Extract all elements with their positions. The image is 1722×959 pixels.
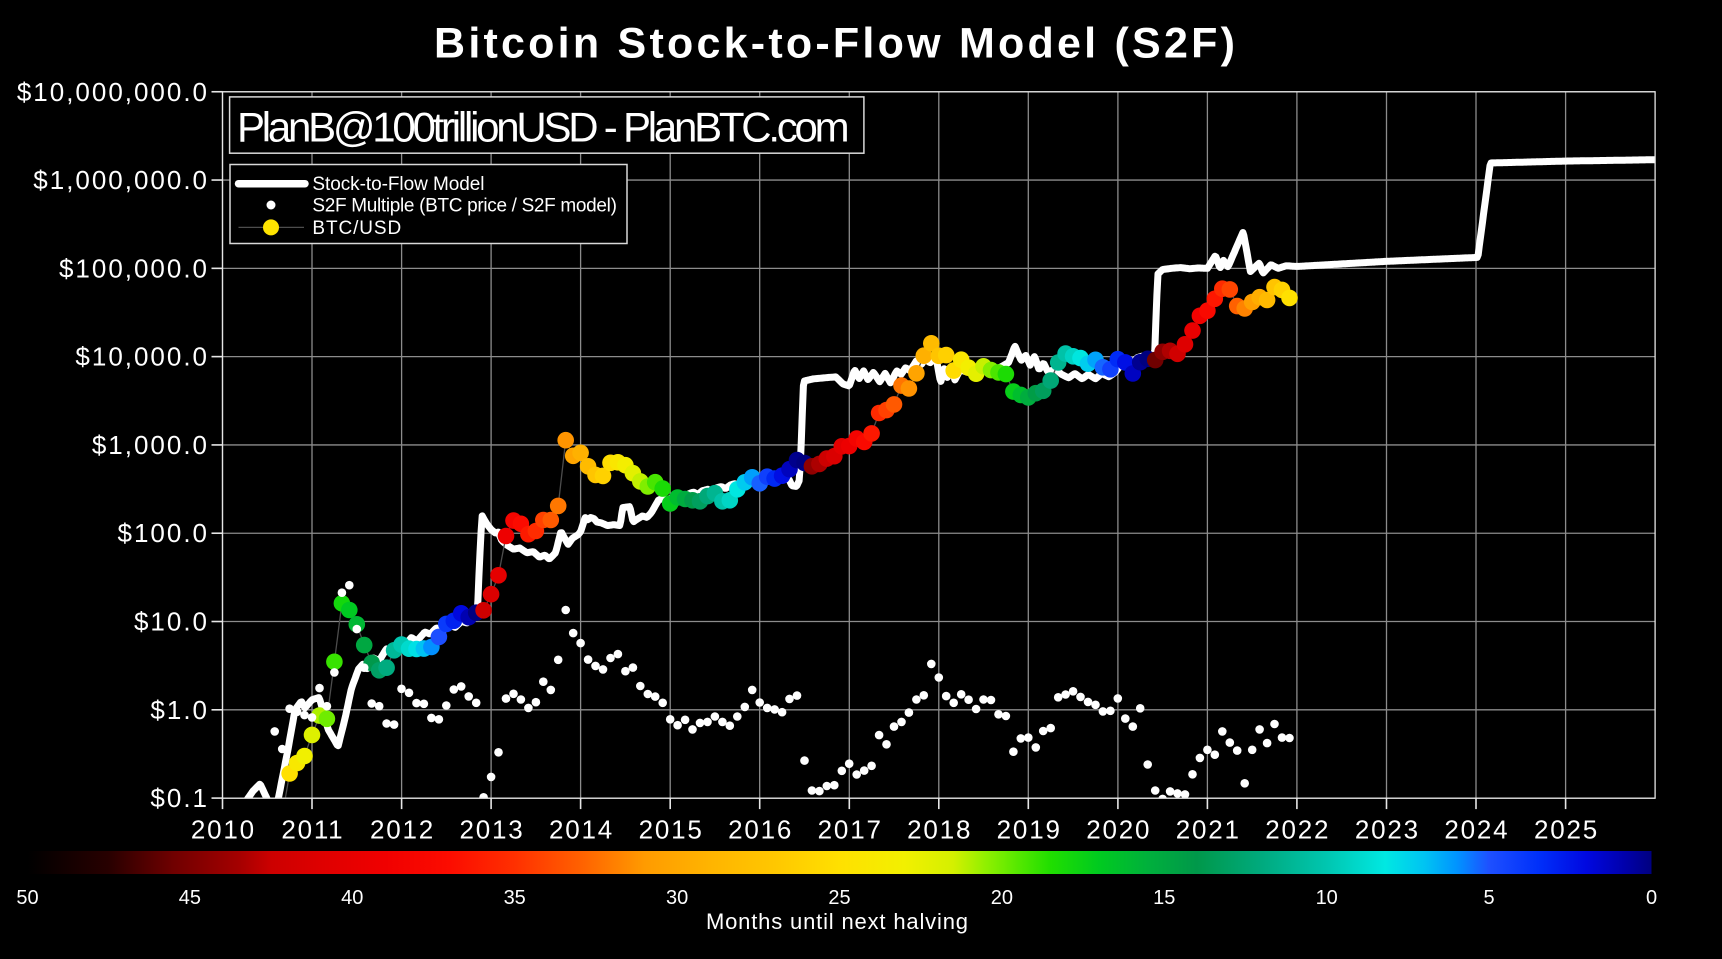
svg-text:45: 45 <box>179 887 201 909</box>
svg-text:2023: 2023 <box>1355 815 1420 845</box>
svg-text:2019: 2019 <box>997 815 1062 845</box>
svg-text:35: 35 <box>504 887 526 909</box>
svg-text:0: 0 <box>1646 887 1657 909</box>
svg-text:2013: 2013 <box>459 815 524 845</box>
svg-text:Stock-to-Flow Model: Stock-to-Flow Model <box>312 174 484 195</box>
svg-text:2024: 2024 <box>1444 815 1509 845</box>
svg-text:2025: 2025 <box>1534 815 1599 845</box>
svg-text:2011: 2011 <box>281 815 344 845</box>
svg-text:$1.0: $1.0 <box>150 695 209 725</box>
svg-text:$0.1: $0.1 <box>150 783 209 813</box>
svg-text:25: 25 <box>828 887 850 909</box>
svg-text:2021: 2021 <box>1176 815 1241 845</box>
svg-text:S2F Multiple (BTC price / S2F: S2F Multiple (BTC price / S2F model) <box>312 196 616 217</box>
svg-text:2018: 2018 <box>907 815 972 845</box>
svg-text:2012: 2012 <box>370 815 435 845</box>
svg-text:$1,000,000.0: $1,000,000.0 <box>33 165 209 195</box>
svg-text:2015: 2015 <box>639 815 704 845</box>
svg-text:2010: 2010 <box>191 815 256 845</box>
svg-text:2017: 2017 <box>818 815 883 845</box>
svg-text:30: 30 <box>666 887 688 909</box>
svg-text:$1,000.0: $1,000.0 <box>92 430 209 460</box>
svg-text:2016: 2016 <box>728 815 793 845</box>
svg-text:BTC/USD: BTC/USD <box>312 218 402 239</box>
svg-text:2014: 2014 <box>549 815 614 845</box>
svg-text:10: 10 <box>1316 887 1338 909</box>
svg-text:$10,000.0: $10,000.0 <box>75 342 209 372</box>
svg-text:5: 5 <box>1484 887 1495 909</box>
svg-text:$10,000,000.0: $10,000,000.0 <box>17 77 209 107</box>
svg-text:20: 20 <box>991 887 1013 909</box>
svg-text:Bitcoin Stock-to-Flow Model (S: Bitcoin Stock-to-Flow Model (S2F) <box>434 19 1238 67</box>
svg-text:$100,000.0: $100,000.0 <box>59 253 209 283</box>
svg-text:2020: 2020 <box>1086 815 1151 845</box>
svg-text:$10.0: $10.0 <box>134 607 209 637</box>
svg-text:2022: 2022 <box>1265 815 1330 845</box>
svg-text:PlanB@100trillionUSD - PlanBTC: PlanB@100trillionUSD - PlanBTC.com <box>237 104 848 151</box>
svg-text:40: 40 <box>341 887 363 909</box>
svg-text:15: 15 <box>1153 887 1175 909</box>
svg-text:$100.0: $100.0 <box>118 518 209 548</box>
svg-text:50: 50 <box>16 887 38 909</box>
svg-text:Months until next halving: Months until next halving <box>706 909 969 934</box>
